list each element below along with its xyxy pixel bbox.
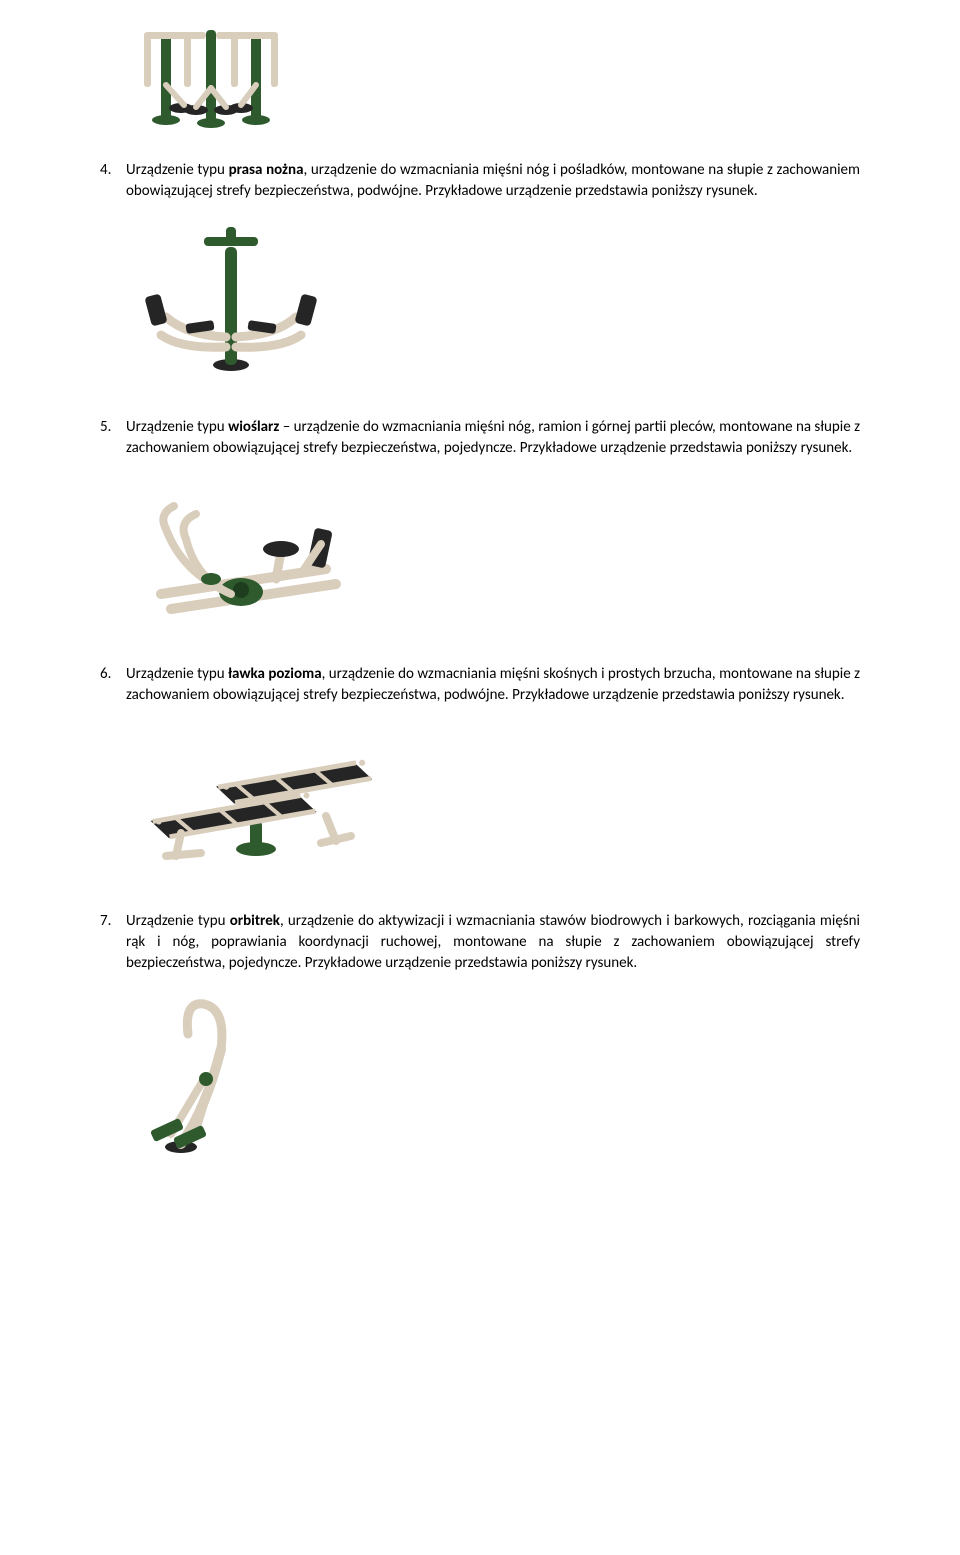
item-number: 4. <box>100 160 126 202</box>
item-bold: wioślarz <box>228 418 279 436</box>
list-item-5: 5. Urządzenie typu wioślarz – urządzenie… <box>100 417 860 624</box>
item-body: Urządzenie typu ławka pozioma, urządzeni… <box>126 664 860 706</box>
equipment-image-lawka-pozioma <box>126 721 860 871</box>
equipment-image-4-top <box>126 20 860 130</box>
list-item-4: 4. Urządzenie typu prasa nożna, urządzen… <box>100 160 860 377</box>
item-pre: Urządzenie typu <box>126 161 229 179</box>
item-body: Urządzenie typu prasa nożna, urządzenie … <box>126 160 860 202</box>
item-bold: prasa nożna <box>229 161 304 179</box>
item-bold: orbitrek <box>230 912 280 930</box>
equipment-image-orbitrek <box>126 989 860 1159</box>
list-item-6: 6. Urządzenie typu ławka pozioma, urządz… <box>100 664 860 871</box>
item-number: 5. <box>100 417 126 459</box>
equipment-image-prasa-nozna <box>126 217 860 377</box>
item-pre: Urządzenie typu <box>126 912 230 930</box>
item-pre: Urządzenie typu <box>126 418 228 436</box>
equipment-image-wioslarz <box>126 474 860 624</box>
item-number: 6. <box>100 664 126 706</box>
item-number: 7. <box>100 911 126 974</box>
item-body: Urządzenie typu orbitrek, urządzenie do … <box>126 911 860 974</box>
item-pre: Urządzenie typu <box>126 665 228 683</box>
item-body: Urządzenie typu wioślarz – urządzenie do… <box>126 417 860 459</box>
list-item-7: 7. Urządzenie typu orbitrek, urządzenie … <box>100 911 860 1159</box>
item-bold: ławka pozioma <box>228 665 322 683</box>
